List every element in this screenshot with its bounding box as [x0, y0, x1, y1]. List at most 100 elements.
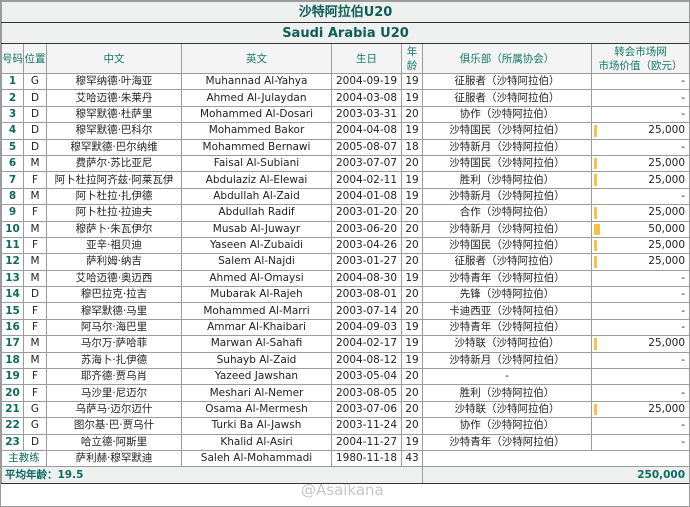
cell-birthday: 2004-09-03 — [331, 318, 402, 337]
cell-club: 协作（沙特阿拉伯） — [422, 105, 592, 124]
cell-birthday: 2004-02-11 — [331, 171, 402, 189]
cell-number: 18 — [1, 351, 24, 370]
cell-position: D — [23, 138, 47, 156]
value-text: 25,000 — [648, 337, 686, 350]
cell-name-cn: 穆萨卜·朱瓦伊尔 — [46, 220, 182, 238]
cell-name-en: Abdullah Radif — [181, 204, 332, 222]
cell-club: 沙特新月（沙特阿拉伯） — [422, 138, 592, 156]
cell-number: 17 — [1, 335, 24, 353]
table-row: 7 F 阿卜杜拉阿齐兹·阿莱瓦伊 Abdulaziz Al-Elewai 2004-02… — [1, 171, 689, 189]
cell-name-en: Musab Al-Juwayr — [181, 220, 332, 238]
cell-name-cn: 阿马尔·海巴里 — [46, 318, 182, 337]
table-row: 21 G 乌萨马·迈尔迈什 Osama Al-Mermesh 2003-07-06 20 沙… — [1, 400, 689, 419]
cell-name-en: Khalid Al-Asiri — [181, 433, 332, 451]
value-text: - — [681, 189, 686, 202]
coach-empty — [421, 449, 689, 468]
cell-value: 25,000 — [590, 236, 689, 255]
cell-number: 23 — [1, 433, 24, 451]
value-text: - — [681, 353, 686, 366]
header-birthday: 生日 — [331, 43, 402, 74]
table-row: 18 M 苏海卜·扎伊德 Suhayb Al-Zaid 2004-08-12 19 沙特新月… — [1, 351, 689, 370]
value-text: 25,000 — [648, 124, 686, 137]
cell-age: 20 — [401, 417, 423, 435]
cell-birthday: 2003-06-20 — [331, 220, 402, 238]
cell-name-en: Abdullah Al-Zaid — [181, 187, 332, 206]
header-value-line2: 市场价值（欧元） — [598, 59, 683, 72]
title-row-en: Saudi Arabia U20 — [1, 22, 689, 44]
cell-club: 卡迪西亚（沙特阿拉伯） — [422, 302, 592, 320]
cell-position: M — [23, 187, 47, 206]
cell-number: 2 — [1, 89, 24, 107]
cell-age: 19 — [401, 269, 423, 288]
value-bar — [594, 207, 597, 219]
value-text: - — [681, 435, 686, 448]
cell-club: 征服者（沙特阿拉伯） — [422, 253, 592, 271]
value-text: - — [681, 140, 686, 153]
cell-age: 20 — [401, 368, 423, 386]
cell-club: 沙特新月（沙特阿拉伯） — [422, 220, 592, 238]
value-bar — [594, 157, 597, 170]
cell-name-cn: 图尔基·巴·贾乌什 — [46, 417, 182, 435]
cell-age: 19 — [401, 89, 423, 107]
cell-club: 协作（沙特阿拉伯） — [422, 417, 592, 435]
cell-age: 19 — [401, 433, 423, 451]
cell-name-cn: 亚辛·祖贝迪 — [46, 236, 182, 255]
cell-value: 25,000 — [590, 335, 689, 353]
cell-number: 22 — [1, 417, 24, 435]
cell-number: 11 — [1, 236, 24, 255]
cell-club: 胜利（沙特阿拉伯） — [422, 171, 592, 189]
cell-value: 25,000 — [590, 204, 689, 222]
cell-club: 沙特国民（沙特阿拉伯） — [422, 236, 592, 255]
table-row: 12 M 萨利姆·纳吉 Salem Al-Najdi 2003-01-27 20 征服者（沙… — [1, 253, 689, 271]
cell-name-cn: 马沙里·尼迈尔 — [46, 384, 182, 402]
cell-number: 21 — [1, 400, 24, 419]
cell-number: 9 — [1, 204, 24, 222]
coach-age: 43 — [401, 449, 423, 468]
cell-position: F — [23, 236, 47, 255]
cell-club: 沙特新月（沙特阿拉伯） — [422, 351, 592, 370]
cell-club: 沙特联（沙特阿拉伯） — [422, 335, 592, 353]
watermark: @Asaikana — [301, 481, 384, 499]
header-value: 转会市场网 市场价值（欧元） — [590, 43, 689, 74]
cell-age: 19 — [401, 351, 423, 370]
table-row: 19 F 耶齐德·贾乌肖 Yazeed Jawshan 2003-05-04 20- — [1, 368, 689, 386]
cell-number: 8 — [1, 187, 24, 206]
value-bar — [594, 403, 597, 416]
coach-dob: 1980-11-18 — [331, 449, 402, 468]
cell-name-en: Yaseen Al-Zubaidi — [181, 236, 332, 255]
cell-value: - — [590, 302, 689, 320]
cell-name-en: Yazeed Jawshan — [181, 368, 332, 386]
cell-name-cn: 穆罕默德·巴科尔 — [46, 122, 182, 140]
value-text: - — [681, 419, 686, 432]
cell-number: 12 — [1, 253, 24, 271]
coach-row: 主教练 萨利赫·穆罕默迪 Saleh Al-Mohammadi 1980-11-18 4… — [1, 449, 689, 468]
table-row: 16 F 阿马尔·海巴里 Ammar Al-Khaibari 2004-09-03 19 沙… — [1, 318, 689, 337]
cell-name-cn: 艾哈迈德·奥迈西 — [46, 269, 182, 288]
cell-position: M — [23, 253, 47, 271]
table-row: 23 D 哈立德·阿斯里 Khalid Al-Asiri 2004-11-27 19 沙特青… — [1, 433, 689, 451]
cell-age: 19 — [401, 122, 423, 140]
cell-name-en: Muhannad Al-Yahya — [181, 72, 332, 91]
cell-age: 20 — [401, 105, 423, 124]
cell-position: D — [23, 433, 47, 451]
cell-value: 25,000 — [590, 154, 689, 173]
value-text: 25,000 — [648, 239, 686, 252]
cell-age: 19 — [401, 335, 423, 353]
coach-en: Saleh Al-Mohammadi — [181, 449, 332, 468]
cell-age: 20 — [401, 302, 423, 320]
cell-position: F — [23, 384, 47, 402]
table-row: 5 D 穆罕默德·巴尔纳维 Mohammed Bernawi 2005-08-07 18 沙… — [1, 138, 689, 156]
cell-number: 20 — [1, 384, 24, 402]
value-text: - — [681, 271, 686, 284]
table-row: 14 D 穆巴拉克·拉吉 Mubarak Al-Rajeh 2003-08-01 20 先锋… — [1, 286, 689, 304]
cell-age: 20 — [401, 286, 423, 304]
value-text: 25,000 — [648, 403, 686, 415]
cell-birthday: 2003-08-01 — [331, 286, 402, 304]
title-row-cn: 沙特阿拉伯U20 — [1, 1, 689, 23]
coach-label: 主教练 — [1, 449, 47, 468]
table-row: 3 D 穆罕默德·杜萨里 Mohammed Al-Dosari 2003-03-31 20… — [1, 105, 689, 124]
cell-name-cn: 穆巴拉克·拉吉 — [46, 286, 182, 304]
cell-age: 20 — [401, 204, 423, 222]
cell-number: 14 — [1, 286, 24, 304]
cell-club: 沙特国民（沙特阿拉伯） — [422, 122, 592, 140]
